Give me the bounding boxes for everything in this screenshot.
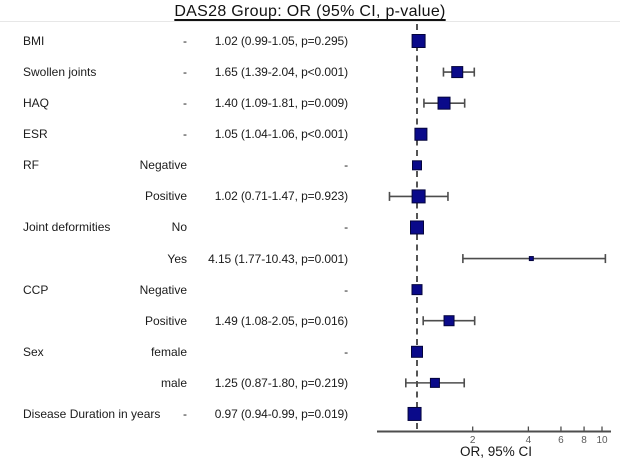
row-variable-label: ESR — [23, 127, 48, 142]
or-marker-square — [411, 284, 423, 296]
row-variable-label: Swollen joints — [23, 65, 97, 80]
row-variable-label: Sex — [23, 344, 44, 359]
row-level-label: - — [183, 406, 187, 421]
row-estimate-text: 1.65 (1.39-2.04, p<0.001) — [214, 65, 348, 80]
or-marker-square — [411, 189, 426, 204]
row-level-label: - — [183, 127, 187, 142]
forest-row: Sex female - — [0, 343, 360, 361]
chart-title: DAS28 Group: OR (95% CI, p-value) — [174, 3, 446, 20]
row-level-label: Positive — [144, 313, 187, 328]
or-marker-square — [411, 34, 426, 48]
row-variable-label: Joint deformities — [23, 220, 111, 235]
or-marker-square — [528, 256, 534, 262]
forest-row: Disease Duration in years - 0.97 (0.94-0.9… — [0, 405, 360, 423]
row-level-label: male — [160, 375, 187, 390]
row-estimate-text: 1.02 (0.99-1.05, p=0.295) — [214, 34, 348, 48]
row-estimate-text: 1.25 (0.87-1.80, p=0.219) — [214, 375, 348, 390]
or-marker-square — [411, 345, 423, 358]
or-marker-square — [410, 220, 424, 235]
forest-row: Positive 1.49 (1.08-2.05, p=0.016) — [0, 312, 360, 330]
or-marker-square — [437, 96, 451, 110]
row-variable-label: Disease Duration in years — [23, 406, 161, 421]
axis-tick-label: 8 — [581, 435, 587, 446]
row-estimate-text: - — [344, 220, 348, 235]
row-estimate-text: - — [344, 158, 348, 173]
axis-tick-label: 4 — [526, 435, 532, 446]
row-level-label: female — [150, 344, 187, 359]
row-estimate-text: 0.97 (0.94-0.99, p=0.019) — [214, 406, 348, 421]
row-variable-label: HAQ — [23, 96, 50, 111]
row-level-label: Positive — [144, 189, 187, 204]
row-estimate-text: - — [344, 282, 348, 297]
row-estimate-text: 4.15 (1.77-10.43, p=0.001) — [208, 251, 348, 266]
row-level-label: - — [183, 34, 187, 48]
row-level-label: Negative — [139, 158, 187, 173]
forest-row: Swollen joints - 1.65 (1.39-2.04, p<0.001) — [0, 63, 360, 81]
or-marker-square — [443, 315, 455, 327]
or-marker-square — [451, 66, 464, 79]
row-level-label: No — [171, 220, 187, 235]
forest-row: HAQ - 1.40 (1.09-1.81, p=0.009) — [0, 94, 360, 112]
row-estimate-text: - — [344, 344, 348, 359]
forest-row: CCP Negative - — [0, 281, 360, 299]
row-variable-label: RF — [23, 158, 39, 173]
forest-row: male 1.25 (0.87-1.80, p=0.219) — [0, 374, 360, 392]
row-estimate-text: 1.49 (1.08-2.05, p=0.016) — [214, 313, 348, 328]
label-table: BMI - 1.02 (0.99-1.05, p=0.295) Swollen joi… — [0, 32, 360, 423]
axis-tick-label: 6 — [558, 435, 564, 446]
row-estimate-text: 1.05 (1.04-1.06, p<0.001) — [214, 127, 348, 142]
row-variable-label: BMI — [23, 34, 45, 48]
row-level-label: Negative — [139, 282, 187, 297]
row-estimate-text: 1.40 (1.09-1.81, p=0.009) — [214, 96, 348, 111]
or-marker-square — [407, 406, 422, 421]
or-marker-square — [414, 127, 428, 141]
forest-row: Positive 1.02 (0.71-1.47, p=0.923) — [0, 187, 360, 205]
row-estimate-text: 1.02 (0.71-1.47, p=0.923) — [214, 189, 348, 204]
or-marker-square — [429, 377, 440, 388]
axis-tick-label: 2 — [470, 435, 476, 446]
forest-row: ESR - 1.05 (1.04-1.06, p<0.001) — [0, 125, 360, 143]
or-marker-square — [412, 160, 422, 171]
forest-row: Yes 4.15 (1.77-10.43, p=0.001) — [0, 250, 360, 268]
forest-row: RF Negative - — [0, 156, 360, 174]
forest-row: Joint deformities No - — [0, 218, 360, 236]
forest-row: BMI - 1.02 (0.99-1.05, p=0.295) — [0, 32, 360, 50]
row-variable-label: CCP — [23, 282, 49, 297]
row-level-label: - — [183, 96, 187, 111]
row-level-label: Yes — [167, 251, 187, 266]
top-divider — [0, 21, 620, 22]
x-axis-label: OR, 95% CI — [460, 444, 532, 459]
row-level-label: - — [183, 65, 187, 80]
axis-tick-label: 10 — [596, 435, 608, 446]
